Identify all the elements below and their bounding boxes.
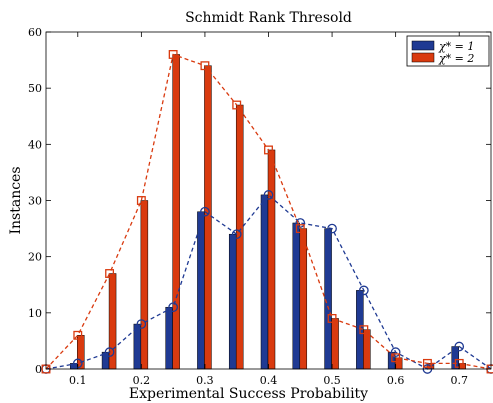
marker-chi1-6 [231, 229, 242, 240]
bar-chi2-11 [394, 357, 403, 370]
x-tick-label-2: 0.3 [196, 374, 214, 387]
marker-chi1-7 [263, 190, 274, 200]
marker-chi2-12 [422, 358, 432, 368]
y-tick-label-0: 0 [35, 363, 42, 376]
legend-label-chi2: χ* = 2 [438, 52, 474, 65]
marker-chi1-11 [390, 347, 401, 357]
marker-chi2-4 [168, 50, 178, 59]
legend-swatch-chi1 [411, 40, 435, 51]
legend: χ* = 1χ* = 2 [406, 35, 490, 67]
marker-chi1-2 [104, 347, 115, 357]
marker-chi2-11 [391, 353, 401, 363]
x-tick-label-4: 0.5 [323, 374, 341, 387]
bar-chi1-3 [133, 323, 142, 370]
y-tick-label-6: 60 [28, 26, 42, 39]
bar-chi1-4 [165, 306, 173, 370]
y-axis-label: Instances [8, 166, 24, 234]
x-tick-label-5: 0.6 [387, 374, 405, 387]
marker-chi2-5 [200, 61, 210, 71]
marker-chi1-5 [200, 206, 210, 217]
x-axis-label: Experimental Success Probability [129, 386, 368, 402]
ticks-layer: 0.1 0.2 0.3 0.4 0.5 0.6 0.7 0 10 20 30 40 50 60 [28, 26, 491, 387]
y-tick-label-1: 10 [28, 307, 42, 320]
y-tick-label-5: 50 [28, 82, 42, 95]
bar-chi1-6 [228, 233, 237, 370]
bar-chi2-5 [204, 65, 212, 370]
marker-chi1-10 [359, 285, 369, 296]
marker-chi2-2 [105, 269, 115, 278]
bar-chi1-5 [197, 211, 205, 370]
y-tick-label-4: 40 [28, 138, 42, 151]
bar-chi2-4 [172, 54, 180, 370]
bar-chi2-3 [140, 200, 149, 370]
marker-chi2-10 [359, 325, 369, 335]
marker-chi1-4 [168, 302, 178, 313]
chart-title: Schmidt Rank Thresold [185, 10, 352, 26]
legend-label-chi1: χ* = 1 [438, 40, 474, 53]
marker-chi2-3 [136, 196, 146, 205]
marker-chi2-9 [327, 313, 337, 323]
bar-chi1-8 [292, 222, 301, 370]
bar-chi1-9 [324, 228, 332, 370]
y-tick-label-2: 20 [28, 251, 42, 264]
line-chi2 [45, 53, 492, 370]
bar-chi1-7 [260, 194, 269, 370]
x-tick-label-6: 0.7 [450, 374, 468, 387]
marker-chi2-1 [73, 330, 83, 340]
marker-chi2-8 [295, 224, 305, 234]
bar-chi2-10 [363, 329, 371, 370]
x-tick-label-3: 0.4 [260, 374, 278, 387]
bar-chi2-9 [331, 318, 339, 370]
marker-chi1-3 [136, 319, 147, 329]
line-chi1 [45, 193, 492, 370]
y-tick-label-3: 30 [28, 195, 42, 208]
x-tick-label-1: 0.2 [133, 374, 151, 387]
bar-chi2-1 [77, 335, 85, 370]
marker-chi2-6 [232, 100, 242, 110]
legend-swatch-chi2 [411, 52, 435, 63]
bar-chi2-8 [299, 228, 308, 370]
bar-chi2-7 [267, 149, 276, 370]
marker-chi1-9 [327, 223, 337, 234]
marker-chi1-13 [454, 341, 465, 352]
x-tick-label-0: 0.1 [69, 374, 87, 387]
marker-chi2-7 [264, 145, 273, 155]
